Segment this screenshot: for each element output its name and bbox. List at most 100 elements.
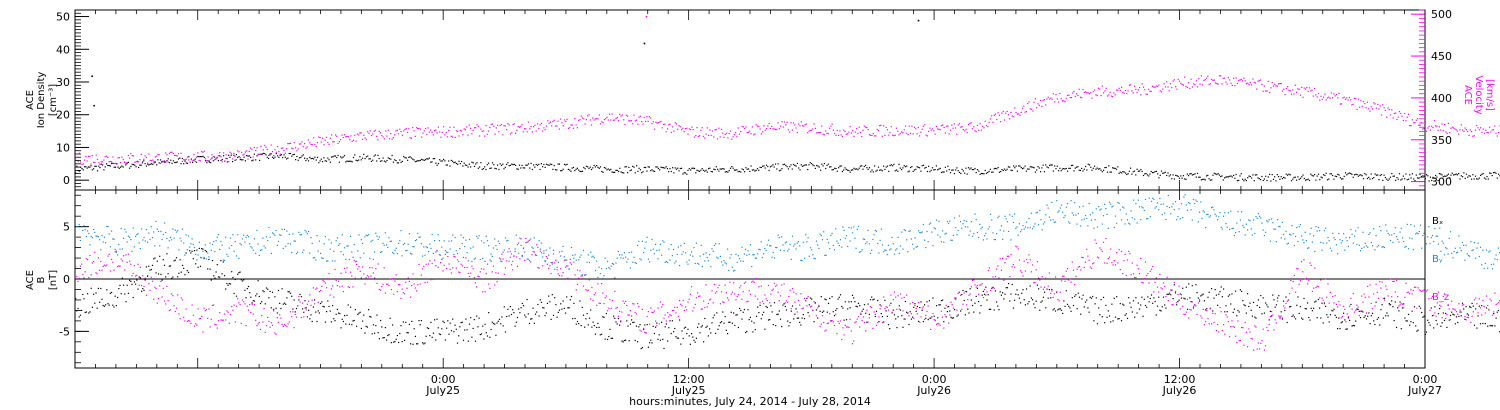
density-point [778, 170, 780, 172]
velocity-point [1204, 79, 1206, 81]
velocity-point [275, 151, 277, 153]
density-point [1303, 177, 1305, 180]
density-point [910, 166, 912, 169]
velocity-point [1352, 103, 1354, 105]
density-point [221, 158, 223, 161]
velocity-point [1258, 80, 1260, 82]
density-point [431, 161, 433, 163]
velocity-point [361, 138, 364, 140]
density-point [1208, 178, 1210, 180]
velocity-point [1018, 113, 1020, 115]
by-point [245, 236, 247, 238]
by-point [135, 235, 137, 237]
density-point [547, 164, 549, 166]
density-point [1401, 178, 1403, 180]
by-point [649, 261, 651, 263]
by-point [112, 238, 114, 240]
density-point [283, 154, 285, 156]
density-point [1357, 175, 1359, 177]
bx-point [447, 320, 449, 322]
by-point [311, 242, 313, 244]
velocity-point [1187, 82, 1190, 84]
velocity-point [192, 160, 194, 162]
velocity-point [1368, 108, 1370, 110]
density-point [1142, 174, 1145, 177]
density-point [845, 168, 847, 170]
bx-point [1289, 306, 1291, 308]
velocity-point [615, 117, 617, 119]
velocity-point [1467, 130, 1469, 133]
density-point [1235, 173, 1237, 176]
bx-point [860, 313, 862, 315]
bx-point [1101, 316, 1103, 318]
bx-point [588, 317, 591, 319]
velocity-point [773, 128, 775, 130]
density-point [1171, 178, 1173, 180]
density-point [1339, 177, 1341, 179]
bx-point [862, 308, 864, 310]
bx-point [617, 318, 619, 320]
velocity-point [1382, 104, 1384, 106]
by-point [560, 255, 562, 257]
density-point [1200, 179, 1202, 181]
by-point [292, 233, 294, 235]
velocity-point [1402, 119, 1404, 121]
density-point [847, 169, 849, 171]
by-point [661, 254, 663, 256]
bx-point [827, 302, 830, 304]
density-point [933, 169, 935, 171]
velocity-point [84, 159, 86, 161]
density-point [129, 167, 131, 169]
density-point [288, 152, 290, 155]
by-point [181, 228, 184, 230]
bx-point [715, 332, 717, 334]
density-point [1413, 178, 1415, 180]
velocity-point [1230, 82, 1232, 84]
by-point [412, 245, 414, 248]
density-point [1301, 176, 1303, 178]
bx-point [534, 313, 537, 315]
bx-point [1467, 314, 1470, 316]
density-point [844, 167, 846, 169]
velocity-point [522, 131, 524, 133]
bx-point [743, 308, 745, 311]
velocity-point [1374, 103, 1376, 105]
bx-point [321, 301, 323, 303]
velocity-point [711, 130, 714, 132]
velocity-label-line1: ACE [1462, 85, 1473, 105]
bx-point [731, 322, 733, 324]
velocity-point [614, 119, 616, 121]
bx-point [1039, 309, 1041, 311]
velocity-point [1163, 83, 1165, 85]
density-point [1406, 179, 1408, 181]
density-point [916, 166, 918, 168]
velocity-point [904, 125, 907, 127]
density-point [661, 167, 663, 169]
density-point [466, 164, 468, 166]
density-point [773, 166, 775, 168]
density-point [578, 169, 580, 171]
bx-point [982, 290, 984, 292]
by-point [551, 263, 553, 265]
bx-point [1026, 288, 1028, 290]
density-point [841, 170, 843, 173]
velocity-point [831, 123, 833, 125]
bx-point [856, 306, 858, 308]
density-point [850, 169, 852, 171]
velocity-point [1058, 101, 1060, 103]
bx-point [1328, 321, 1330, 323]
density-point [947, 165, 949, 167]
density-point [751, 169, 753, 171]
bx-point [446, 327, 448, 329]
velocity-point [1091, 97, 1093, 99]
velocity-point [1007, 114, 1009, 116]
by-point [455, 250, 457, 252]
velocity-point [892, 134, 894, 136]
density-point [1446, 174, 1448, 176]
bx-point [962, 289, 964, 292]
density-point [370, 160, 373, 162]
density-point [1471, 178, 1473, 180]
bx-point [644, 324, 646, 326]
velocity-point [967, 124, 970, 126]
density-point [416, 160, 418, 162]
